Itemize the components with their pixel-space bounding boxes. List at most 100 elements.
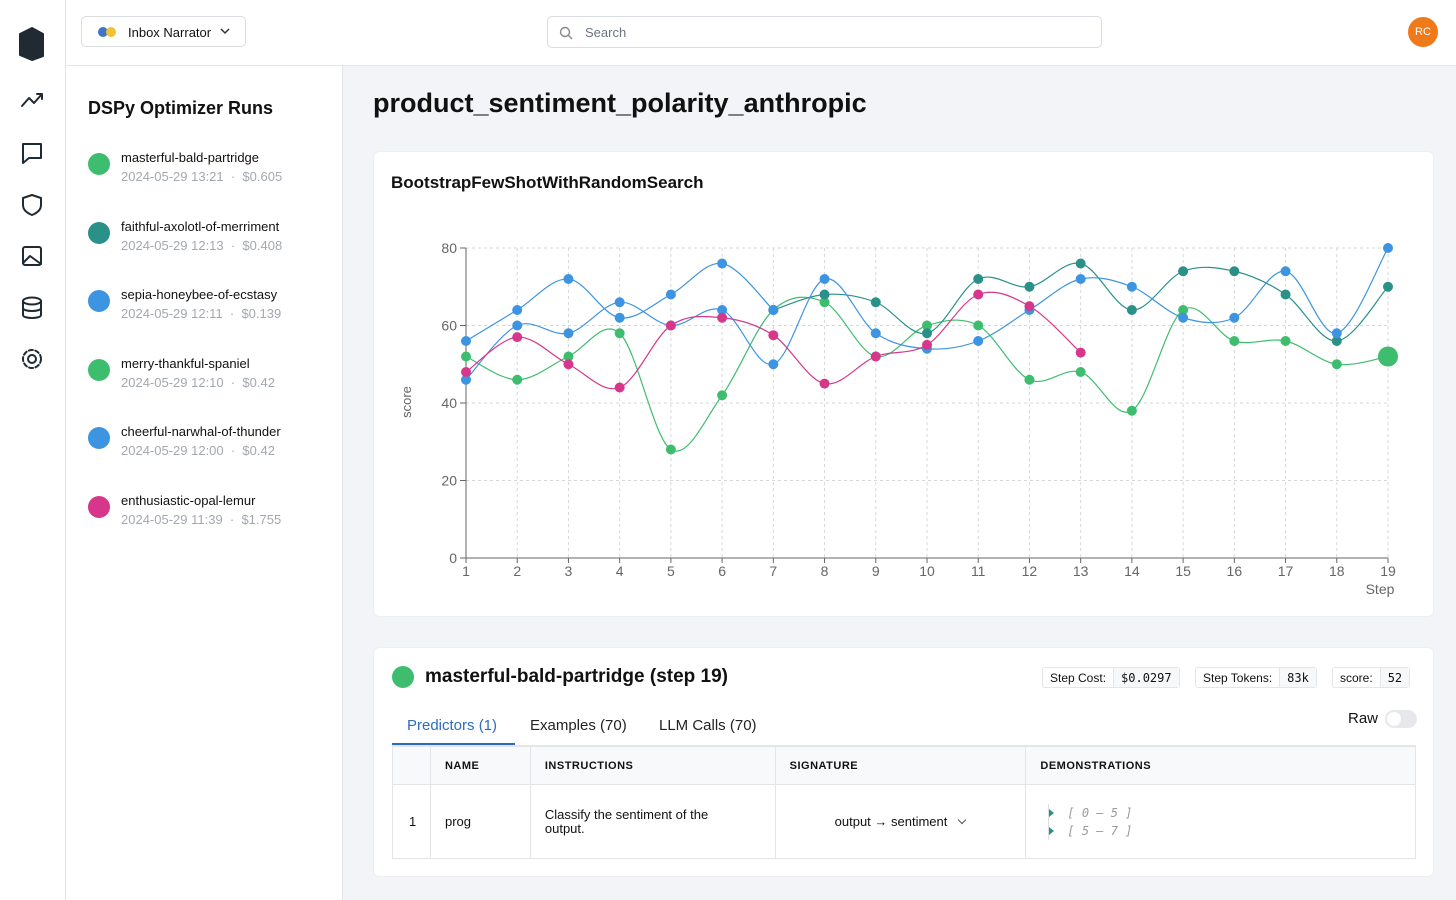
data-point	[1024, 301, 1035, 312]
run-dot	[88, 290, 110, 312]
run-item[interactable]: faithful-axolotl-of-merriment 2024-05-29 …	[88, 219, 328, 259]
x-tick-label: 19	[1380, 563, 1396, 579]
demo-item[interactable]: [ 5 – 7 ]	[1048, 821, 1414, 840]
data-point	[1075, 274, 1086, 284]
x-tick-label: 9	[872, 563, 880, 579]
stat-value: 83k	[1279, 668, 1316, 687]
demo-item[interactable]: [ 0 – 5 ]	[1048, 803, 1414, 822]
stat-badge: Step Cost: $0.0297	[1042, 667, 1180, 688]
x-tick-label: 13	[1073, 563, 1089, 579]
run-dot	[88, 153, 110, 175]
x-tick-label: 8	[821, 563, 829, 579]
settings-icon[interactable]	[27, 354, 37, 364]
data-point	[973, 289, 984, 300]
detail-title: masterful-bald-partridge (step 19)	[425, 666, 728, 687]
data-point	[461, 336, 471, 346]
x-tick-label: 7	[769, 563, 777, 579]
run-name: merry-thankful-spaniel	[121, 355, 250, 371]
data-point	[768, 330, 779, 341]
data-point	[461, 351, 471, 362]
run-item[interactable]: enthusiastic-opal-lemur 2024-05-29 11:39 …	[88, 493, 328, 533]
project-selector[interactable]: Inbox Narrator	[81, 16, 246, 47]
data-point	[614, 328, 625, 339]
data-point	[870, 297, 881, 308]
run-dot	[88, 221, 110, 244]
shield-icon[interactable]	[22, 194, 42, 216]
chart-title: BootstrapFewShotWithRandomSearch	[391, 173, 703, 192]
signature-text[interactable]: output → sentiment	[834, 814, 948, 829]
cell-signature: output → sentiment	[774, 784, 1027, 859]
data-point	[1024, 374, 1035, 385]
header-cell	[392, 746, 431, 785]
run-dot	[88, 495, 110, 518]
trend-icon[interactable]	[21, 93, 43, 107]
detail-dot	[392, 666, 414, 688]
data-point	[717, 258, 728, 269]
detail-card: masterful-bald-partridge (step 19) Predic…	[373, 647, 1434, 877]
run-item[interactable]: merry-thankful-spaniel 2024-05-29 12:10 ·…	[88, 356, 328, 396]
data-point	[1331, 336, 1342, 346]
signature-chevron	[958, 815, 967, 825]
data-point	[1126, 281, 1137, 292]
raw-label: Raw	[1348, 710, 1379, 727]
data-point	[717, 305, 728, 315]
data-point	[768, 359, 779, 370]
data-point	[973, 336, 984, 346]
x-tick-label: 2	[513, 563, 521, 579]
db-icon-body	[22, 300, 42, 319]
page-title: product_sentiment_polarity_anthropic	[373, 88, 867, 118]
db-icon[interactable]	[22, 296, 42, 306]
data-point	[922, 339, 932, 350]
tab[interactable]: Predictors (1)	[407, 717, 498, 734]
demo-range: [ 0 – 5 ]	[1067, 805, 1133, 820]
data-point	[717, 390, 728, 401]
x-tick-label: 5	[667, 563, 675, 579]
x-tick-label: 10	[919, 563, 935, 579]
y-tick-label: 20	[441, 473, 457, 489]
top-bar: Inbox Narrator Search RC	[66, 0, 1456, 66]
chat-icon[interactable]	[22, 143, 42, 164]
data-point	[563, 351, 574, 362]
run-item[interactable]: sepia-honeybee-of-ecstasy 2024-05-29 12:1…	[88, 287, 328, 327]
data-point	[512, 332, 523, 343]
run-dot	[88, 358, 110, 381]
x-tick-label: 17	[1278, 563, 1294, 579]
sidebar-title: DSPy Optimizer Runs	[88, 98, 274, 118]
predictor-table: NAME INSTRUCTIONS SIGNATURE DEMONSTRATIONS 1…	[392, 746, 1416, 859]
project-icon	[98, 27, 116, 37]
data-point	[922, 320, 932, 331]
cell-instructions: Classify the sentiment of the output.	[529, 784, 776, 859]
logo[interactable]	[19, 27, 44, 61]
data-point	[1075, 347, 1086, 358]
avatar[interactable]: RC	[1408, 17, 1438, 47]
data-point	[973, 320, 984, 331]
run-name: cheerful-narwhal-of-thunder	[121, 424, 281, 439]
run-item[interactable]: masterful-bald-partridge 2024-05-29 13:21…	[88, 150, 328, 190]
header-cell: SIGNATURE	[774, 746, 1027, 785]
data-point	[1229, 266, 1240, 277]
run-item[interactable]: cheerful-narwhal-of-thunder 2024-05-29 12…	[88, 424, 328, 464]
settings-icon-ring	[22, 349, 42, 369]
table-header-row: NAME INSTRUCTIONS SIGNATURE DEMONSTRATIONS	[392, 746, 1416, 785]
demo-caret	[1049, 826, 1055, 835]
data-point	[922, 328, 932, 339]
tab[interactable]: LLM Calls (70)	[659, 717, 757, 734]
data-point	[1280, 266, 1291, 277]
run-meta: 2024-05-29 11:39 · $1.755	[121, 511, 282, 527]
data-point	[512, 374, 523, 385]
data-point	[563, 328, 574, 339]
data-point	[563, 274, 574, 284]
x-tick-label: 16	[1227, 563, 1243, 579]
x-tick-label: 11	[971, 563, 986, 579]
data-point	[665, 444, 676, 455]
run-name: masterful-bald-partridge	[121, 150, 260, 165]
rail-icons	[19, 27, 44, 369]
search-box[interactable]: Search	[547, 16, 1102, 48]
tab[interactable]: Examples (70)	[530, 717, 627, 734]
cell-name: prog	[429, 784, 531, 859]
chevron	[220, 28, 230, 35]
data-point	[819, 378, 830, 389]
image-icon[interactable]	[22, 246, 42, 266]
data-point	[512, 320, 523, 331]
series-line	[465, 296, 1389, 452]
